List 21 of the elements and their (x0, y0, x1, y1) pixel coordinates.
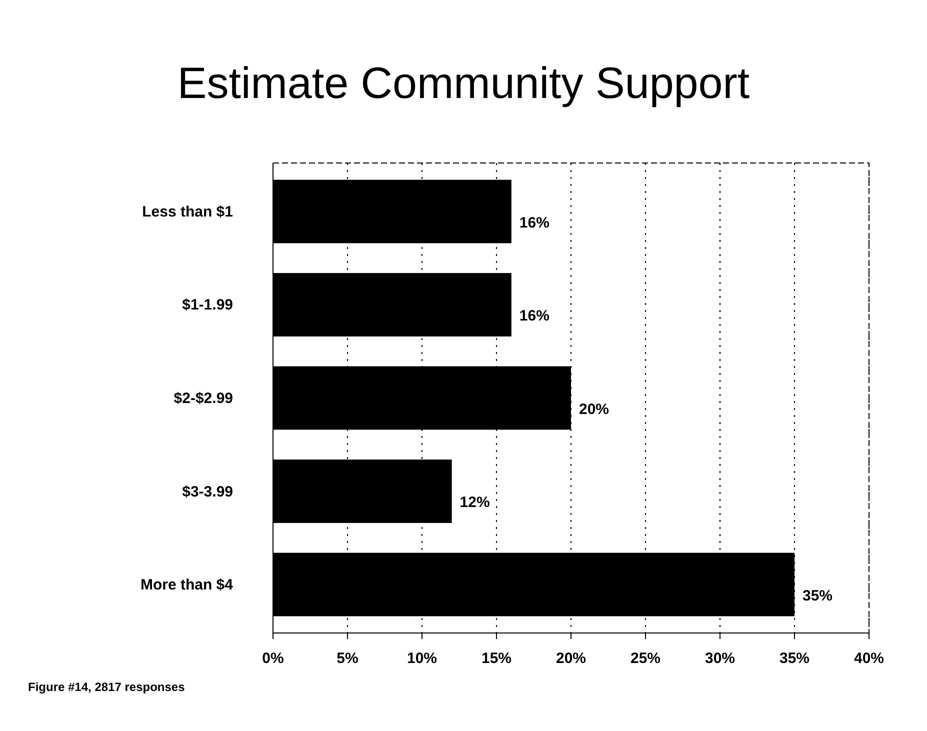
y-tick-label: $2-$2.99 (174, 390, 233, 407)
y-tick-label: More than $4 (140, 576, 234, 594)
x-tick-label: 0% (262, 650, 284, 667)
y-tick-label: $3-3.99 (182, 483, 233, 500)
x-tick-label: 15% (481, 650, 512, 667)
data-label: 16% (519, 214, 550, 232)
x-tick-label: 30% (704, 650, 736, 667)
x-tick-label: 20% (556, 650, 586, 667)
chart-title: Estimate Community Support (177, 59, 750, 108)
x-tick-label: 35% (779, 650, 810, 667)
x-tick-label: 5% (336, 650, 358, 667)
y-tick-label: Less than $1 (142, 203, 233, 220)
y-tick-label: $1-1.99 (182, 296, 233, 314)
data-label: 12% (460, 494, 490, 512)
data-label: 16% (519, 308, 550, 325)
text: Figure #14, 2817 responses (28, 680, 186, 694)
x-tick-label: 25% (630, 650, 661, 667)
x-tick-label: 40% (854, 650, 884, 667)
x-tick-label: 10% (406, 650, 438, 667)
data-label: 35% (802, 587, 833, 604)
data-label: 20% (579, 400, 610, 418)
